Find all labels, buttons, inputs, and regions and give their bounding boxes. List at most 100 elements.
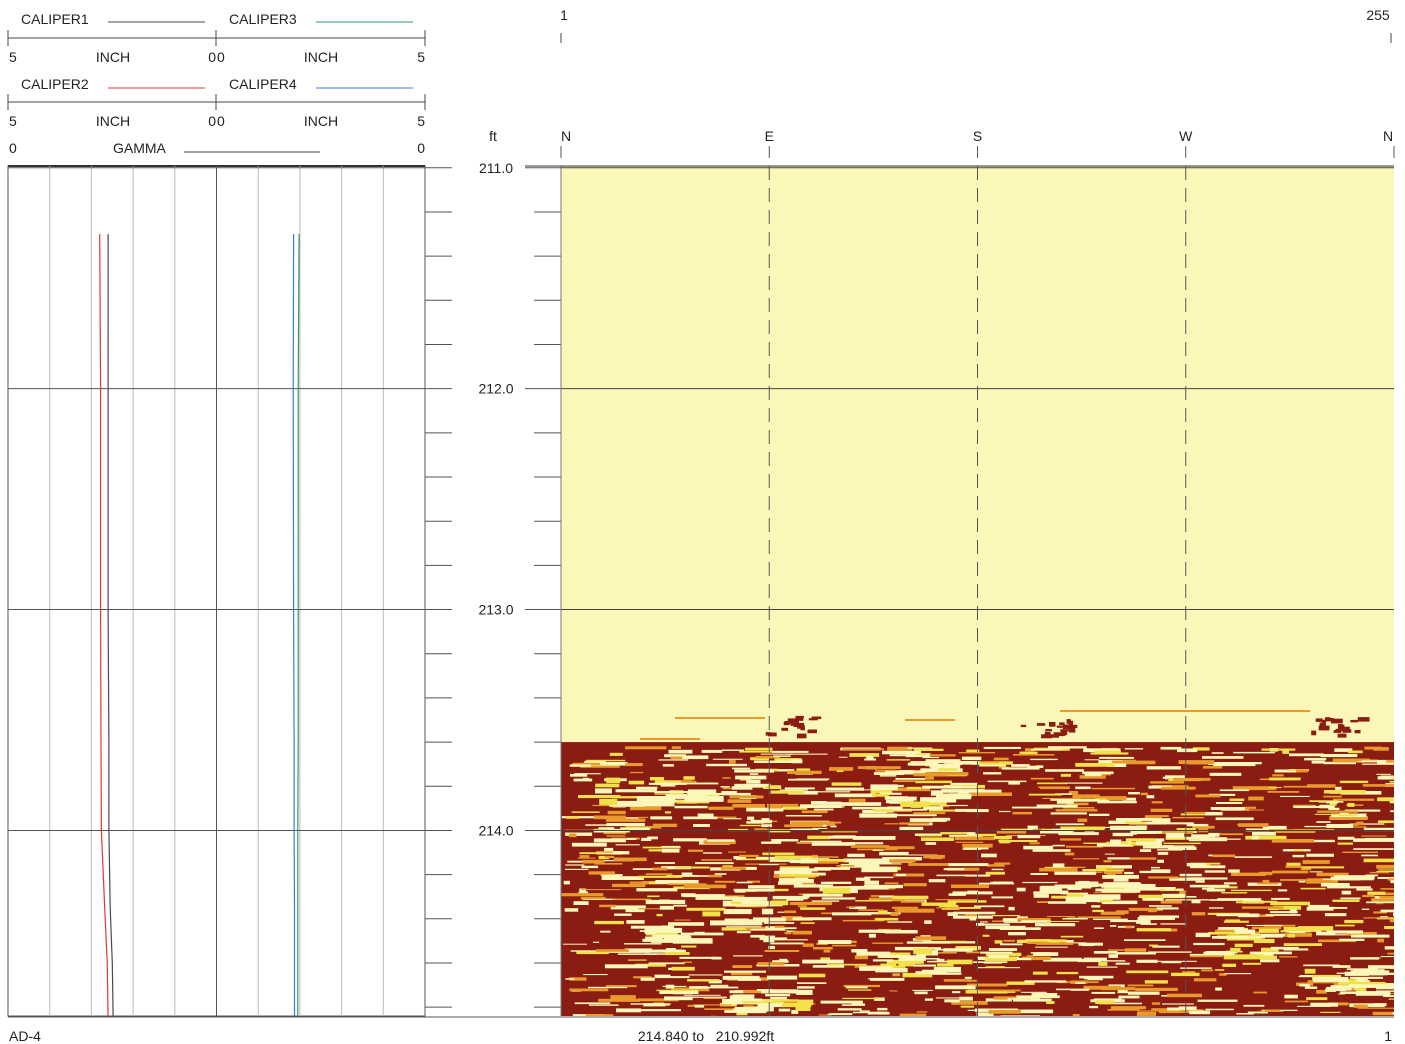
image-texture-patch — [1192, 825, 1215, 829]
image-texture-patch — [1139, 870, 1171, 874]
image-texture-patch — [1171, 972, 1200, 977]
image-texture-patch — [1319, 722, 1326, 726]
image-texture-patch — [1390, 880, 1394, 884]
image-texture-patch — [1283, 785, 1320, 788]
image-texture-patch — [573, 778, 593, 782]
image-texture-patch — [880, 963, 897, 966]
image-texture-patch — [929, 809, 961, 812]
image-texture-patch — [1243, 806, 1256, 809]
image-texture-patch — [1297, 1005, 1331, 1007]
image-texture-patch — [821, 801, 842, 805]
image-texture-patch — [1075, 881, 1099, 887]
image-texture-patch — [1338, 724, 1345, 729]
image-texture-patch — [578, 891, 589, 894]
image-texture-patch — [627, 959, 647, 961]
image-texture-patch — [626, 838, 637, 840]
image-texture-patch — [724, 1010, 737, 1013]
image-texture-patch — [643, 1003, 666, 1007]
image-texture-patch — [1318, 725, 1330, 731]
image-texture-patch — [736, 1010, 767, 1014]
image-texture-patch — [1139, 849, 1152, 852]
image-texture-patch — [1246, 762, 1262, 765]
image-texture-patch — [914, 991, 928, 995]
image-texture-patch — [1163, 842, 1201, 845]
image-texture-patch — [1103, 885, 1131, 890]
image-texture-patch — [1178, 760, 1215, 764]
image-texture-patch — [879, 931, 913, 933]
image-texture-patch — [1384, 972, 1394, 975]
image-texture-patch — [960, 1005, 974, 1008]
image-texture-patch — [661, 848, 680, 853]
image-texture-patch — [899, 1013, 927, 1016]
image-texture-patch — [683, 776, 695, 780]
image-texture-patch — [832, 912, 872, 916]
image-texture-patch — [1189, 1010, 1211, 1015]
image-texture-patch — [870, 784, 898, 791]
image-texture-patch — [768, 945, 775, 950]
image-texture-patch — [770, 790, 804, 794]
image-texture-patch — [847, 853, 865, 858]
image-texture-patch — [561, 893, 604, 897]
image-texture-patch — [584, 760, 606, 763]
image-texture-patch — [585, 1014, 614, 1016]
image-texture-patch — [1149, 905, 1172, 907]
image-texture-patch — [919, 835, 942, 837]
image-texture-patch — [1378, 869, 1394, 871]
image-texture-patch — [662, 764, 674, 767]
image-texture-patch — [1379, 896, 1394, 899]
image-texture-patch — [1013, 754, 1055, 756]
image-texture-patch — [660, 782, 676, 787]
image-texture-patch — [1255, 900, 1278, 903]
image-texture-patch — [1028, 793, 1062, 796]
image-texture-patch — [985, 966, 1005, 968]
image-texture-patch — [1392, 1012, 1394, 1015]
legend-caliper3-unit: INCH — [304, 49, 338, 65]
image-texture-patch — [1275, 829, 1316, 833]
image-texture-patch — [941, 766, 960, 770]
image-texture-patch — [952, 991, 961, 994]
image-texture-patch — [936, 874, 971, 877]
image-texture-patch — [1189, 884, 1230, 888]
image-texture-patch — [1386, 760, 1394, 763]
image-texture-patch — [1210, 807, 1246, 810]
image-texture-patch — [1119, 818, 1142, 822]
image-texture-patch — [1306, 906, 1334, 911]
image-texture-patch — [974, 905, 1005, 908]
image-texture-patch — [1249, 951, 1292, 955]
image-scale-start: 1 — [560, 7, 568, 23]
image-texture-patch — [1289, 909, 1297, 914]
image-texture-patch — [1349, 823, 1385, 825]
image-texture-patch — [1387, 952, 1394, 955]
image-texture-patch — [1115, 910, 1129, 914]
azimuth-label-w: W — [1179, 128, 1193, 144]
image-texture-patch — [811, 716, 822, 720]
image-texture-patch — [563, 880, 570, 885]
image-texture-patch — [654, 792, 675, 795]
image-texture-patch — [1151, 1002, 1161, 1005]
image-texture-patch — [937, 963, 954, 967]
image-texture-patch — [1332, 965, 1351, 968]
image-texture-patch — [750, 928, 785, 931]
image-texture-patch — [915, 971, 947, 975]
image-texture-patch — [1330, 876, 1374, 881]
image-texture-patch — [711, 956, 722, 960]
image-texture-patch — [1058, 832, 1099, 836]
image-texture-patch — [1066, 845, 1103, 848]
depth-label-212: 212.0 — [478, 381, 513, 397]
image-texture-patch — [1067, 886, 1082, 890]
image-texture-patch — [1350, 957, 1379, 960]
image-texture-patch — [735, 776, 756, 779]
image-texture-patch — [1012, 806, 1053, 809]
image-texture-patch — [1039, 886, 1063, 893]
image-texture-patch — [574, 1002, 611, 1005]
image-texture-patch — [849, 753, 880, 757]
image-texture-patch — [617, 953, 657, 955]
image-texture-patch — [607, 810, 626, 815]
image-texture-patch — [604, 855, 615, 858]
image-texture-patch — [633, 976, 652, 979]
image-texture-patch — [1337, 733, 1347, 738]
image-texture-patch — [570, 773, 588, 777]
image-texture-patch — [733, 856, 747, 860]
image-texture-patch — [1055, 809, 1098, 812]
image-texture-patch — [872, 942, 904, 944]
